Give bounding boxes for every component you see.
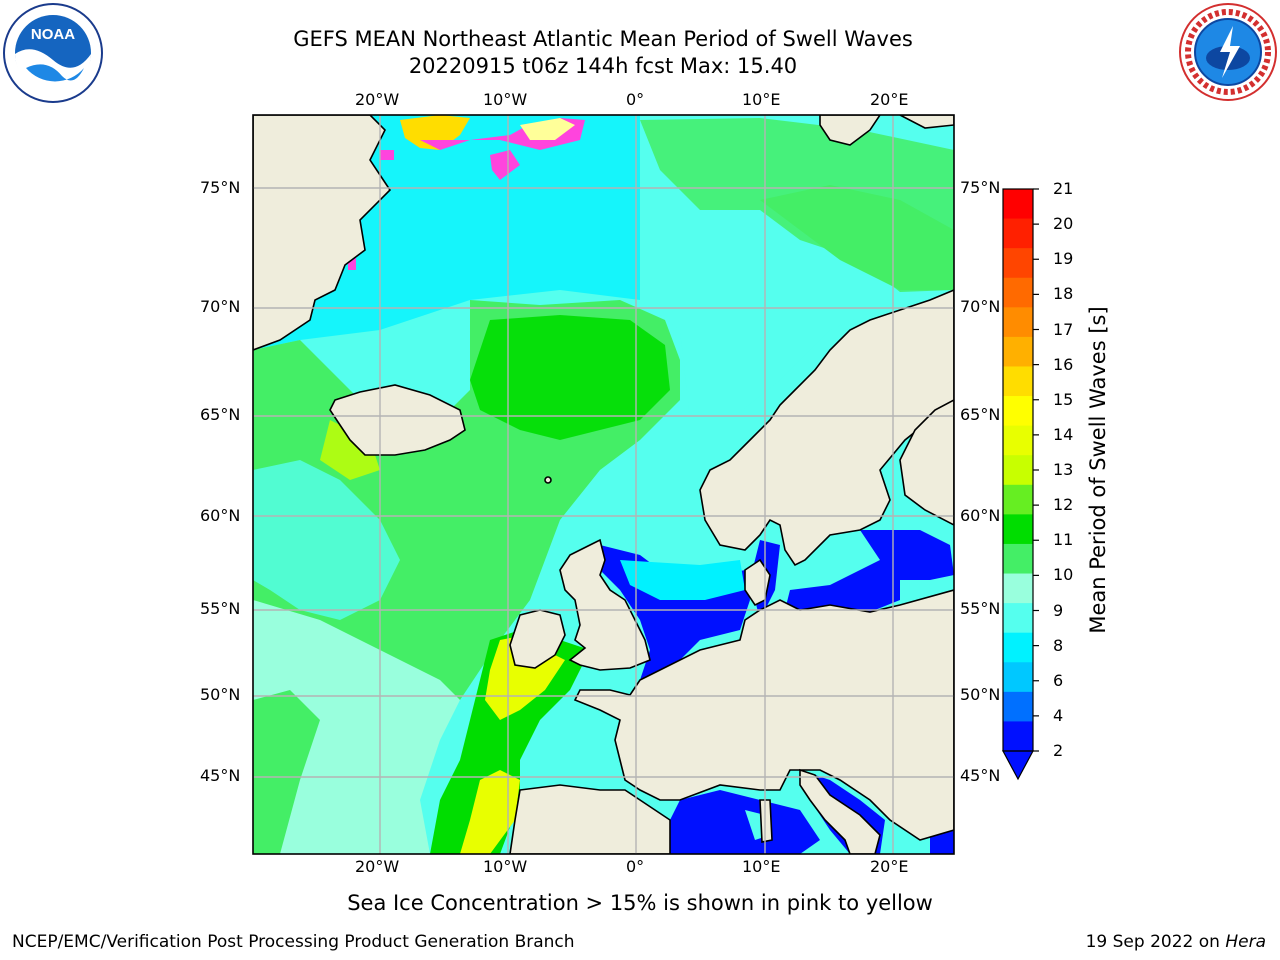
lat-label-left: 65°N — [200, 405, 241, 424]
swell-field — [253, 115, 954, 854]
lon-label-top: 10°W — [483, 90, 528, 109]
lat-label-right: 70°N — [960, 297, 1001, 316]
colorbar — [1003, 189, 1033, 752]
footer-credit: NCEP/EMC/Verification Post Processing Pr… — [12, 932, 575, 952]
lat-label-right: 75°N — [960, 178, 1001, 197]
lon-label-top: 0° — [626, 90, 645, 109]
colorbar-tick-label: 8 — [1053, 635, 1064, 655]
colorbar-tick-label: 17 — [1053, 319, 1074, 339]
greenland — [253, 115, 392, 351]
footer-host: Hera — [1225, 932, 1266, 952]
lat-label-left: 60°N — [200, 506, 241, 525]
colorbar-tick-label: 10 — [1053, 565, 1074, 585]
colorbar-band — [1003, 189, 1033, 220]
lat-label-left: 55°N — [200, 599, 241, 618]
colorbar-band — [1003, 336, 1033, 367]
colorbar-tick-label: 9 — [1053, 600, 1064, 620]
colorbar-tick-label: 20 — [1053, 214, 1074, 234]
colorbar-band — [1003, 396, 1033, 427]
colorbar-band — [1003, 366, 1033, 397]
colorbar-band — [1003, 543, 1033, 575]
colorbar-tick-label: 13 — [1053, 460, 1074, 479]
colorbar-band — [1003, 277, 1033, 308]
colorbar-band — [1003, 307, 1033, 338]
colorbar-band — [1003, 218, 1033, 249]
scandinavia — [699, 289, 954, 567]
lat-label-right: 55°N — [960, 599, 1001, 618]
lat-label-left: 45°N — [200, 766, 241, 785]
colorbar-band — [1003, 514, 1033, 545]
colorbar-band — [1003, 603, 1033, 634]
footer-date: 19 Sep 2022 on Hera — [1086, 932, 1266, 952]
colorbar-ticks — [1033, 188, 1039, 752]
graticule — [253, 115, 954, 854]
colorbar-tick-label: 12 — [1053, 495, 1074, 515]
colorbar-band — [1003, 721, 1033, 752]
great-britain — [559, 538, 651, 671]
colorbar-tick-label: 15 — [1053, 389, 1074, 409]
lon-label-bottom: 20°W — [355, 857, 400, 876]
iceland — [329, 384, 466, 456]
colorbar-extend-arrow — [1001, 750, 1035, 781]
colorbar-tick-label: 11 — [1053, 530, 1074, 550]
colorbar-tick-label: 19 — [1053, 249, 1074, 269]
colorbar-band — [1003, 425, 1033, 456]
lon-label-bottom: 0° — [626, 857, 645, 876]
lat-label-right: 60°N — [960, 506, 1001, 525]
nws-logo — [1178, 2, 1278, 102]
colorbar-tick-label: 2 — [1053, 741, 1064, 760]
lat-label-left: 75°N — [200, 178, 241, 197]
lon-label-top: 20°W — [355, 90, 400, 109]
lat-label-right: 45°N — [960, 766, 1001, 785]
colorbar-band — [1003, 662, 1033, 693]
noaa-logo-text: NOAA — [31, 26, 75, 43]
lon-label-bottom: 20°E — [870, 857, 909, 876]
colorbar-band — [1003, 632, 1033, 663]
footer-date-text: 19 Sep 2022 on — [1085, 932, 1226, 952]
colorbar-tick-label: 4 — [1053, 705, 1064, 725]
ireland — [509, 609, 566, 669]
lat-label-left: 70°N — [200, 297, 241, 316]
lon-label-bottom: 10°E — [742, 857, 781, 876]
lon-label-top: 10°E — [742, 90, 781, 109]
noaa-logo: NOAA — [2, 2, 104, 104]
colorbar-title: Mean Period of Swell Waves [s] — [1086, 306, 1110, 634]
colorbar-band — [1003, 455, 1033, 486]
colorbar-band — [1003, 248, 1033, 279]
lat-label-right: 50°N — [960, 685, 1001, 704]
colorbar-band — [1003, 691, 1033, 722]
lat-label-right: 65°N — [960, 405, 1001, 424]
colorbar-band — [1003, 573, 1033, 604]
colorbar-tick-label: 6 — [1053, 670, 1064, 690]
colorbar-tick-label: 18 — [1053, 284, 1074, 304]
lon-label-bottom: 10°W — [483, 857, 528, 876]
lon-label-top: 20°E — [870, 90, 909, 109]
chart-subtitle: 20220915 t06z 144h fcst Max: 15.40 — [408, 54, 798, 78]
colorbar-tick-label: 21 — [1053, 179, 1074, 198]
chart-title: GEFS MEAN Northeast Atlantic Mean Period… — [293, 27, 913, 51]
colorbar-band — [1003, 484, 1033, 515]
lat-label-left: 50°N — [200, 685, 241, 704]
map-frame — [252, 114, 955, 855]
colorbar-tick-label: 14 — [1053, 424, 1074, 444]
iberia — [509, 784, 671, 854]
sea-ice-caption: Sea Ice Concentration > 15% is shown in … — [347, 891, 933, 915]
svalbard — [819, 115, 881, 146]
colorbar-tick-label: 16 — [1053, 354, 1074, 374]
